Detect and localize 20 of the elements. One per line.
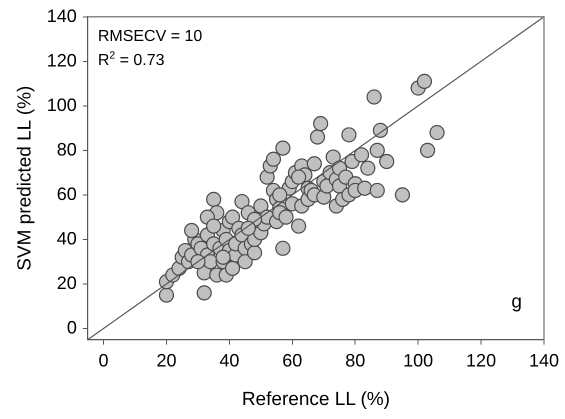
x-tick-label: 100: [403, 350, 434, 370]
x-tick-label: 80: [345, 350, 366, 370]
y-axis-title: SVM predicted LL (%): [14, 86, 36, 271]
x-tick-label: 40: [219, 350, 240, 370]
y-tick-label: 100: [46, 94, 77, 115]
y-tick-label: 40: [56, 228, 77, 248]
annotation: RMSECV = 10: [98, 28, 202, 45]
y-tick-label: 120: [46, 50, 77, 70]
y-tick-label: 60: [56, 184, 77, 204]
x-tick-label: 120: [466, 350, 496, 370]
y-tick-label: 140: [46, 6, 77, 26]
y-tick-label: 80: [56, 139, 77, 160]
y-tick-label: 0: [66, 317, 77, 338]
x-tick-label: 60: [282, 350, 302, 370]
x-axis-title: Reference LL (%): [242, 388, 390, 410]
x-tick-label: 140: [528, 350, 560, 370]
y-tick-label: 20: [56, 272, 77, 293]
x-tick-label: 20: [156, 350, 176, 370]
annotation: g: [511, 292, 522, 313]
x-tick-label: 0: [98, 350, 109, 370]
